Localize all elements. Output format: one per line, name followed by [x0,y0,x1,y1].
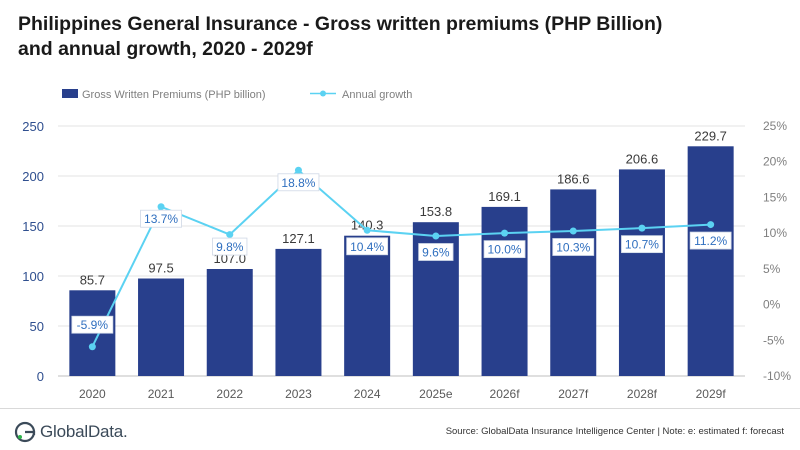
bar [344,235,391,376]
logo-text: GlobalData. [40,422,128,441]
growth-label-box [689,231,732,250]
growth-value-label: -5.9% [77,318,109,332]
growth-label-box [71,315,114,334]
growth-label-box [483,240,526,259]
growth-label-box [552,238,595,256]
chart-title-line-2: and annual growth, 2020 - 2029f [18,38,313,60]
x-tick-label: 2026f [490,387,521,401]
growth-marker [501,229,509,237]
x-tick-label: 2027f [558,387,589,401]
y-right-tick-label: 20% [763,155,787,169]
x-tick-label: 2028f [627,387,658,401]
y-right-tick-label: 10% [763,226,787,240]
growth-label-box [212,237,248,256]
bar [206,269,253,376]
growth-value-label: 10.0% [488,243,522,257]
growth-label-box [346,237,389,256]
bar [550,189,597,376]
y-right-tick-label: -5% [763,333,785,347]
bar-value-label: 186.6 [557,171,590,186]
bar-value-label: 140.3 [351,218,384,233]
bar-value-label: 97.5 [148,261,173,276]
bar-value-label: 153.8 [420,204,453,219]
globaldata-logo: GlobalData. [14,420,128,444]
y-left-tick-label: 0 [37,369,44,384]
growth-marker [707,221,715,229]
legend-bar-label: Gross Written Premiums (PHP billion) [82,89,266,101]
x-tick-label: 2022 [216,387,243,401]
x-tick-label: 2020 [79,387,106,401]
growth-marker [432,232,440,240]
growth-value-label: 10.7% [625,238,659,252]
growth-value-label: 13.7% [144,212,178,226]
growth-label-box [621,235,663,254]
chart-title: Philippines General Insurance - Gross wr… [18,12,778,62]
chart-area: Gross Written Premiums (PHP billion) Annu… [22,89,791,401]
y-right-tick-label: 25% [763,119,787,133]
x-tick-label: 2021 [148,387,175,401]
y-left-tick-label: 50 [30,319,44,334]
growth-value-label: 9.8% [216,240,244,254]
bar-value-label: 169.1 [488,189,521,204]
growth-value-label: 11.2% [694,234,727,248]
legend-bar-swatch [62,89,78,98]
y-right-tick-label: 0% [763,298,781,312]
growth-line [91,168,711,348]
growth-label-box [418,243,454,261]
legend-line-label: Annual growth [342,89,412,101]
growth-marker [363,226,371,234]
bar-value-label: 127.1 [282,231,315,246]
bar [138,278,185,376]
growth-label-box [277,173,320,192]
x-tick-label: 2024 [354,387,381,401]
growth-label-box [140,209,182,228]
bar [618,169,665,376]
growth-marker [226,231,234,239]
y-left-tick-label: 100 [22,269,44,284]
x-tick-label: 2029f [696,387,727,401]
y-right-tick-label: 15% [763,190,787,204]
chart-title-line-1: Philippines General Insurance - Gross wr… [18,13,663,35]
growth-marker [569,227,577,235]
x-tick-label: 2025e [419,387,453,401]
growth-value-label: 10.3% [556,241,590,255]
y-right-tick-label: 5% [763,262,781,276]
bar-value-label: 229.7 [694,128,727,143]
source-note: Source: GlobalData Insurance Intelligenc… [445,426,784,437]
growth-marker [157,203,165,211]
growth-marker [638,224,646,232]
legend-line-marker [320,90,326,97]
y-right-tick-label: -10% [763,369,791,383]
growth-marker [294,166,302,174]
growth-value-label: 18.8% [281,176,315,190]
bar [275,248,322,376]
bar [687,146,734,376]
growth-marker [88,343,96,351]
y-left-tick-label: 200 [22,169,44,184]
x-tick-label: 2023 [285,387,312,401]
bar-value-label: 85.7 [80,272,105,287]
bar-value-label: 206.6 [626,151,659,166]
y-left-tick-label: 150 [22,219,44,234]
globaldata-logo-icon [14,421,36,443]
growth-value-label: 10.4% [350,240,384,254]
footer-divider [0,408,800,409]
y-left-tick-label: 250 [22,119,44,134]
growth-value-label: 9.6% [422,246,450,260]
